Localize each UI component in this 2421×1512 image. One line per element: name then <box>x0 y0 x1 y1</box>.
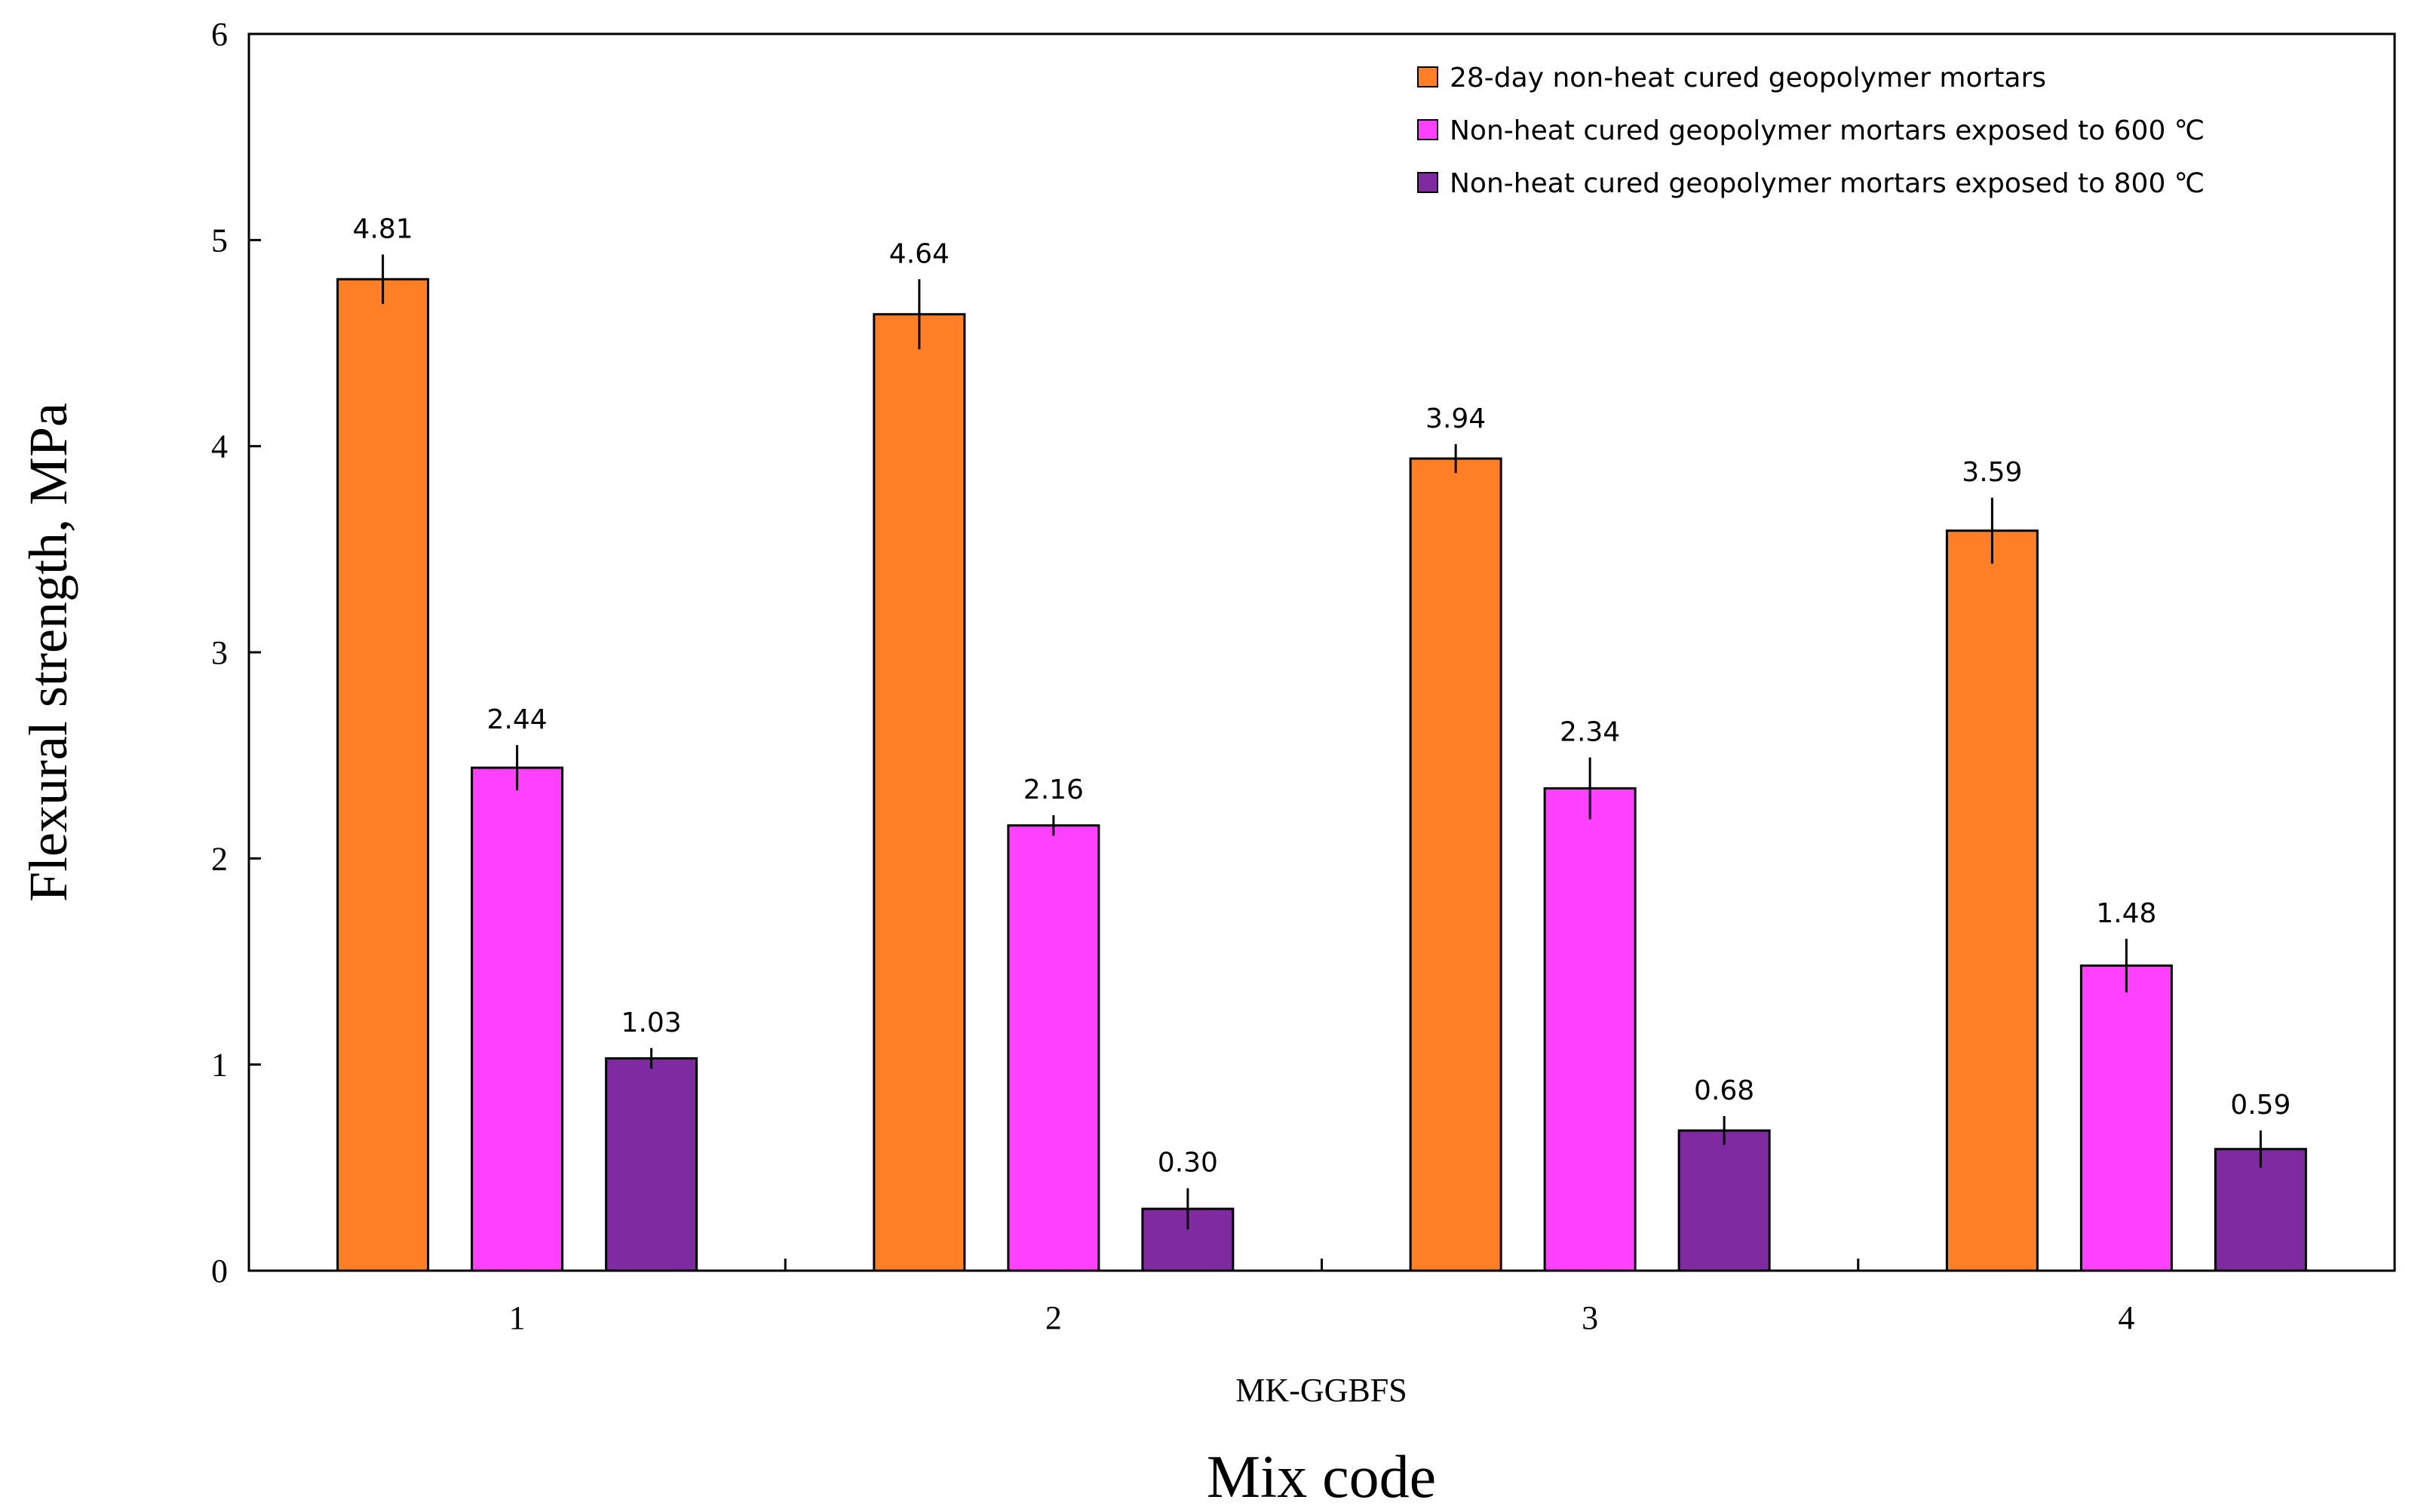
plot-frame <box>247 32 2396 1272</box>
bar <box>1945 529 2039 1272</box>
group-label: MK-GGBFS <box>1235 1372 1407 1409</box>
x-axis-title: Mix code <box>1207 1444 1436 1510</box>
y-axis-title: Flexural strength, MPa <box>18 403 78 902</box>
bar <box>605 1057 698 1272</box>
data-label: 3.59 <box>1962 457 2022 488</box>
x-tick-label: 2 <box>1045 1299 1062 1336</box>
data-label: 2.44 <box>487 704 548 735</box>
data-label: 0.68 <box>1694 1075 1754 1106</box>
data-label: 3.94 <box>1425 403 1486 434</box>
data-label: 1.03 <box>621 1007 682 1038</box>
bar <box>1543 787 1637 1272</box>
bar <box>873 313 966 1272</box>
legend-swatch <box>1417 172 1438 193</box>
x-tick-label: 4 <box>2118 1299 2134 1336</box>
x-axis-ticks: 1 2 3 4 <box>509 1259 2134 1336</box>
y-tick-label: 3 <box>211 634 228 671</box>
legend-swatch <box>1417 119 1438 140</box>
data-label: 0.59 <box>2230 1090 2291 1121</box>
legend-label: 28-day non-heat cured geopolymer mortars <box>1450 63 2046 94</box>
bar <box>1409 457 1502 1272</box>
y-tick-label: 5 <box>211 222 228 259</box>
bar <box>1677 1129 1771 1272</box>
legend-swatch <box>1417 66 1438 87</box>
data-label: 0.30 <box>1158 1148 1218 1179</box>
bar-series: 4.81 2.44 1.03 4.64 2.16 0.30 3.94 2.34 0.68 3.59… <box>336 213 2307 1272</box>
y-tick-label: 2 <box>211 840 228 877</box>
data-label: 2.16 <box>1023 774 1084 805</box>
legend-label: Non-heat cured geopolymer mortars expose… <box>1450 168 2205 199</box>
data-label: 4.64 <box>889 238 950 269</box>
bar <box>1007 824 1100 1272</box>
bar <box>2214 1148 2307 1272</box>
y-tick-label: 1 <box>211 1047 228 1084</box>
y-tick-label: 6 <box>211 16 228 53</box>
data-label: 1.48 <box>2096 898 2156 929</box>
legend: 28-day non-heat cured geopolymer mortars… <box>1417 63 2205 199</box>
y-tick-label: 4 <box>211 428 228 465</box>
y-axis-ticks: 0 1 2 3 4 5 6 <box>211 16 261 1290</box>
x-tick-label: 1 <box>509 1299 526 1336</box>
x-tick-label: 3 <box>1582 1299 1598 1336</box>
legend-label: Non-heat cured geopolymer mortars expose… <box>1450 115 2205 146</box>
bar <box>336 278 430 1272</box>
bar <box>2079 964 2173 1272</box>
y-tick-label: 0 <box>211 1253 228 1290</box>
data-label: 2.34 <box>1560 716 1620 747</box>
bar <box>471 766 564 1272</box>
data-label: 4.81 <box>353 213 413 244</box>
